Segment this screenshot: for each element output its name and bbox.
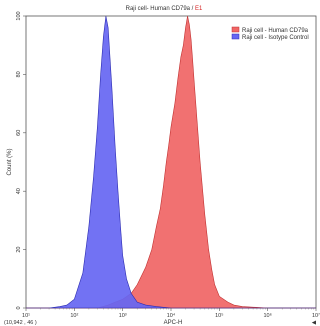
y-tick-label: 0 (16, 306, 22, 309)
x-axis: 10¹ 10² 10³ 10⁴ 10⁵ 10⁶ 10⁷ (22, 308, 320, 319)
x-tick-label: 10⁶ (263, 312, 271, 319)
legend-swatch-series-1 (232, 34, 239, 39)
y-tick-label: 80 (16, 71, 22, 77)
legend-label-series-1: Raji cell - Isotype Control (242, 35, 309, 41)
series-area-0 (26, 16, 316, 308)
chart-title: Raji cell- Human CD79a / E1 (126, 6, 203, 12)
x-tick-label: 10³ (119, 313, 127, 319)
y-axis: 0 20 40 60 80 100 (16, 11, 26, 309)
cursor-coordinate-readout: (10,942 , 46 ) (4, 320, 37, 326)
legend-swatch-series-0 (232, 27, 239, 32)
y-tick-label: 20 (16, 247, 22, 253)
y-axis-title: Count (%) (7, 148, 13, 175)
y-tick-label: 40 (16, 188, 22, 194)
legend: Raji cell - Human CD79a Raji cell - Isot… (232, 27, 309, 41)
y-tick-label: 100 (16, 11, 22, 20)
plot-area: 0 20 40 60 80 100 10¹ 10² 10³ 10⁴ 10⁵ 10⁶ 10⁷ (16, 11, 320, 319)
x-axis-title: APC-H (164, 320, 183, 326)
scroll-right-arrow[interactable]: ◀ (312, 320, 317, 326)
legend-label-series-0: Raji cell - Human CD79a (242, 28, 309, 34)
y-tick-label: 60 (16, 130, 22, 136)
x-tick-label: 10⁵ (215, 312, 223, 319)
chart-title-accent: E1 (195, 6, 203, 12)
x-tick-label: 10⁴ (167, 312, 176, 319)
x-tick-label: 10² (70, 313, 78, 319)
x-tick-label: 10¹ (22, 313, 30, 319)
series-layer (26, 16, 316, 308)
x-tick-label: 10⁷ (312, 312, 320, 319)
